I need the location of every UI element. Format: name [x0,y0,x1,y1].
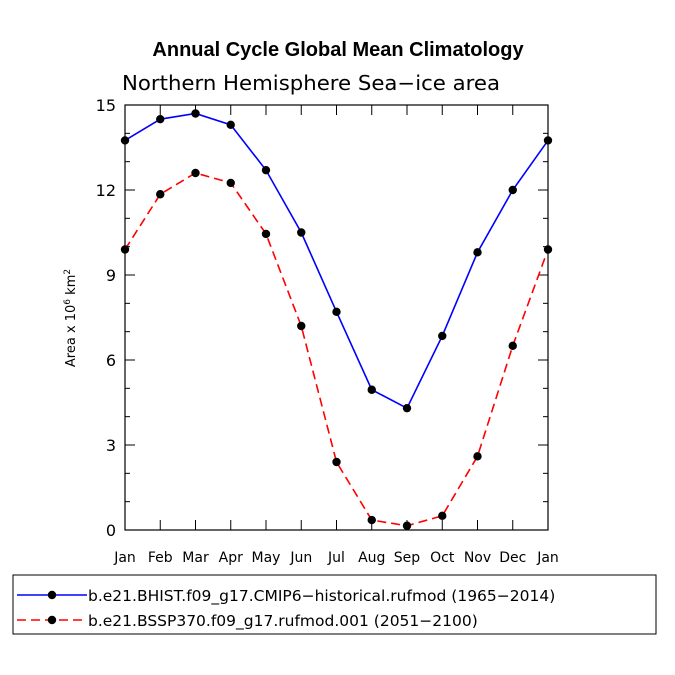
y-tick-labels: 0 3 6 9 12 15 [96,96,116,540]
data-point-s1-0 [120,245,130,254]
legend: b.e21.BHIST.f09_g17.CMIP6−historical.ruf… [17,587,555,631]
y-tick-label: 6 [106,351,116,370]
x-tick-labels: Jan Feb Mar Apr May Jun Jul Aug Sep Oct Nov Dec Jan [113,550,559,566]
data-point-s1-4 [261,229,271,239]
data-point-s1-7 [367,515,376,525]
data-point-s0-9 [438,331,447,341]
data-point-s1-2 [191,168,200,178]
data-point-s1-1 [156,190,165,199]
x-tick-label: Mar [182,550,209,566]
y-tick-label: 0 [106,521,116,540]
x-tick-label: Dec [499,550,526,566]
series-line-1 [124,172,549,527]
y-axis-label-exp: 6 [63,299,73,305]
chart-title: Annual Cycle Global Mean Climatology [152,39,524,61]
legend-marker-0 [47,590,57,600]
x-tick-label: Nov [464,550,491,566]
x-tick-label: May [252,550,281,566]
data-point-s0-6 [332,307,341,317]
x-tick-label: Oct [430,550,455,566]
data-point-s0-3 [226,120,235,130]
x-tick-label: Apr [219,550,243,566]
legend-label-1: b.e21.BSSP370.f09_g17.rufmod.001 (2051−2… [88,612,478,631]
plot-frame [124,104,549,531]
y-tick-label: 15 [96,96,116,115]
legend-marker-1 [47,615,57,625]
y-tick-label: 3 [106,436,116,455]
x-tick-label: Jan [113,550,136,566]
chart-subtitle: Northern Hemisphere Sea−ice area [122,71,500,95]
y-tick-label: 9 [106,266,116,285]
data-point-s0-5 [297,228,306,237]
x-tick-label: Jul [327,550,345,566]
y-tick-label: 12 [96,181,116,200]
x-tick-label: Feb [148,550,173,566]
data-point-s1-5 [297,321,306,331]
data-point-s0-10 [473,248,482,257]
series-line-0 [124,112,549,410]
data-point-s1-12 [543,245,553,254]
data-point-s1-6 [332,457,341,467]
data-point-s1-9 [438,511,447,521]
x-tick-label: Jun [289,550,312,566]
x-tick-label: Jan [536,550,559,566]
data-point-s0-0 [120,136,130,145]
y-axis-label-unit: km [64,275,79,299]
series-layer [120,109,553,530]
data-point-s1-10 [473,452,482,461]
legend-box [12,574,657,635]
data-point-s0-11 [508,185,517,195]
y-axis-label-unit-exp: 2 [63,269,73,275]
data-point-s1-8 [402,521,412,530]
data-point-s0-7 [367,385,376,394]
x-tick-label: Aug [358,550,385,566]
axis-ticks [124,104,549,531]
x-tick-label: Sep [394,550,421,566]
data-point-s0-2 [191,109,200,118]
data-point-s1-3 [226,178,235,188]
y-axis-label: Area x 106 km2 [63,269,79,367]
y-axis-label-prefix: Area x 10 [64,305,79,367]
data-point-s0-1 [156,114,165,124]
data-point-s0-12 [543,136,553,145]
legend-label-0: b.e21.BHIST.f09_g17.CMIP6−historical.ruf… [88,587,555,606]
data-point-s0-4 [261,165,271,175]
data-point-s0-8 [402,403,412,413]
data-point-s1-11 [508,341,517,351]
